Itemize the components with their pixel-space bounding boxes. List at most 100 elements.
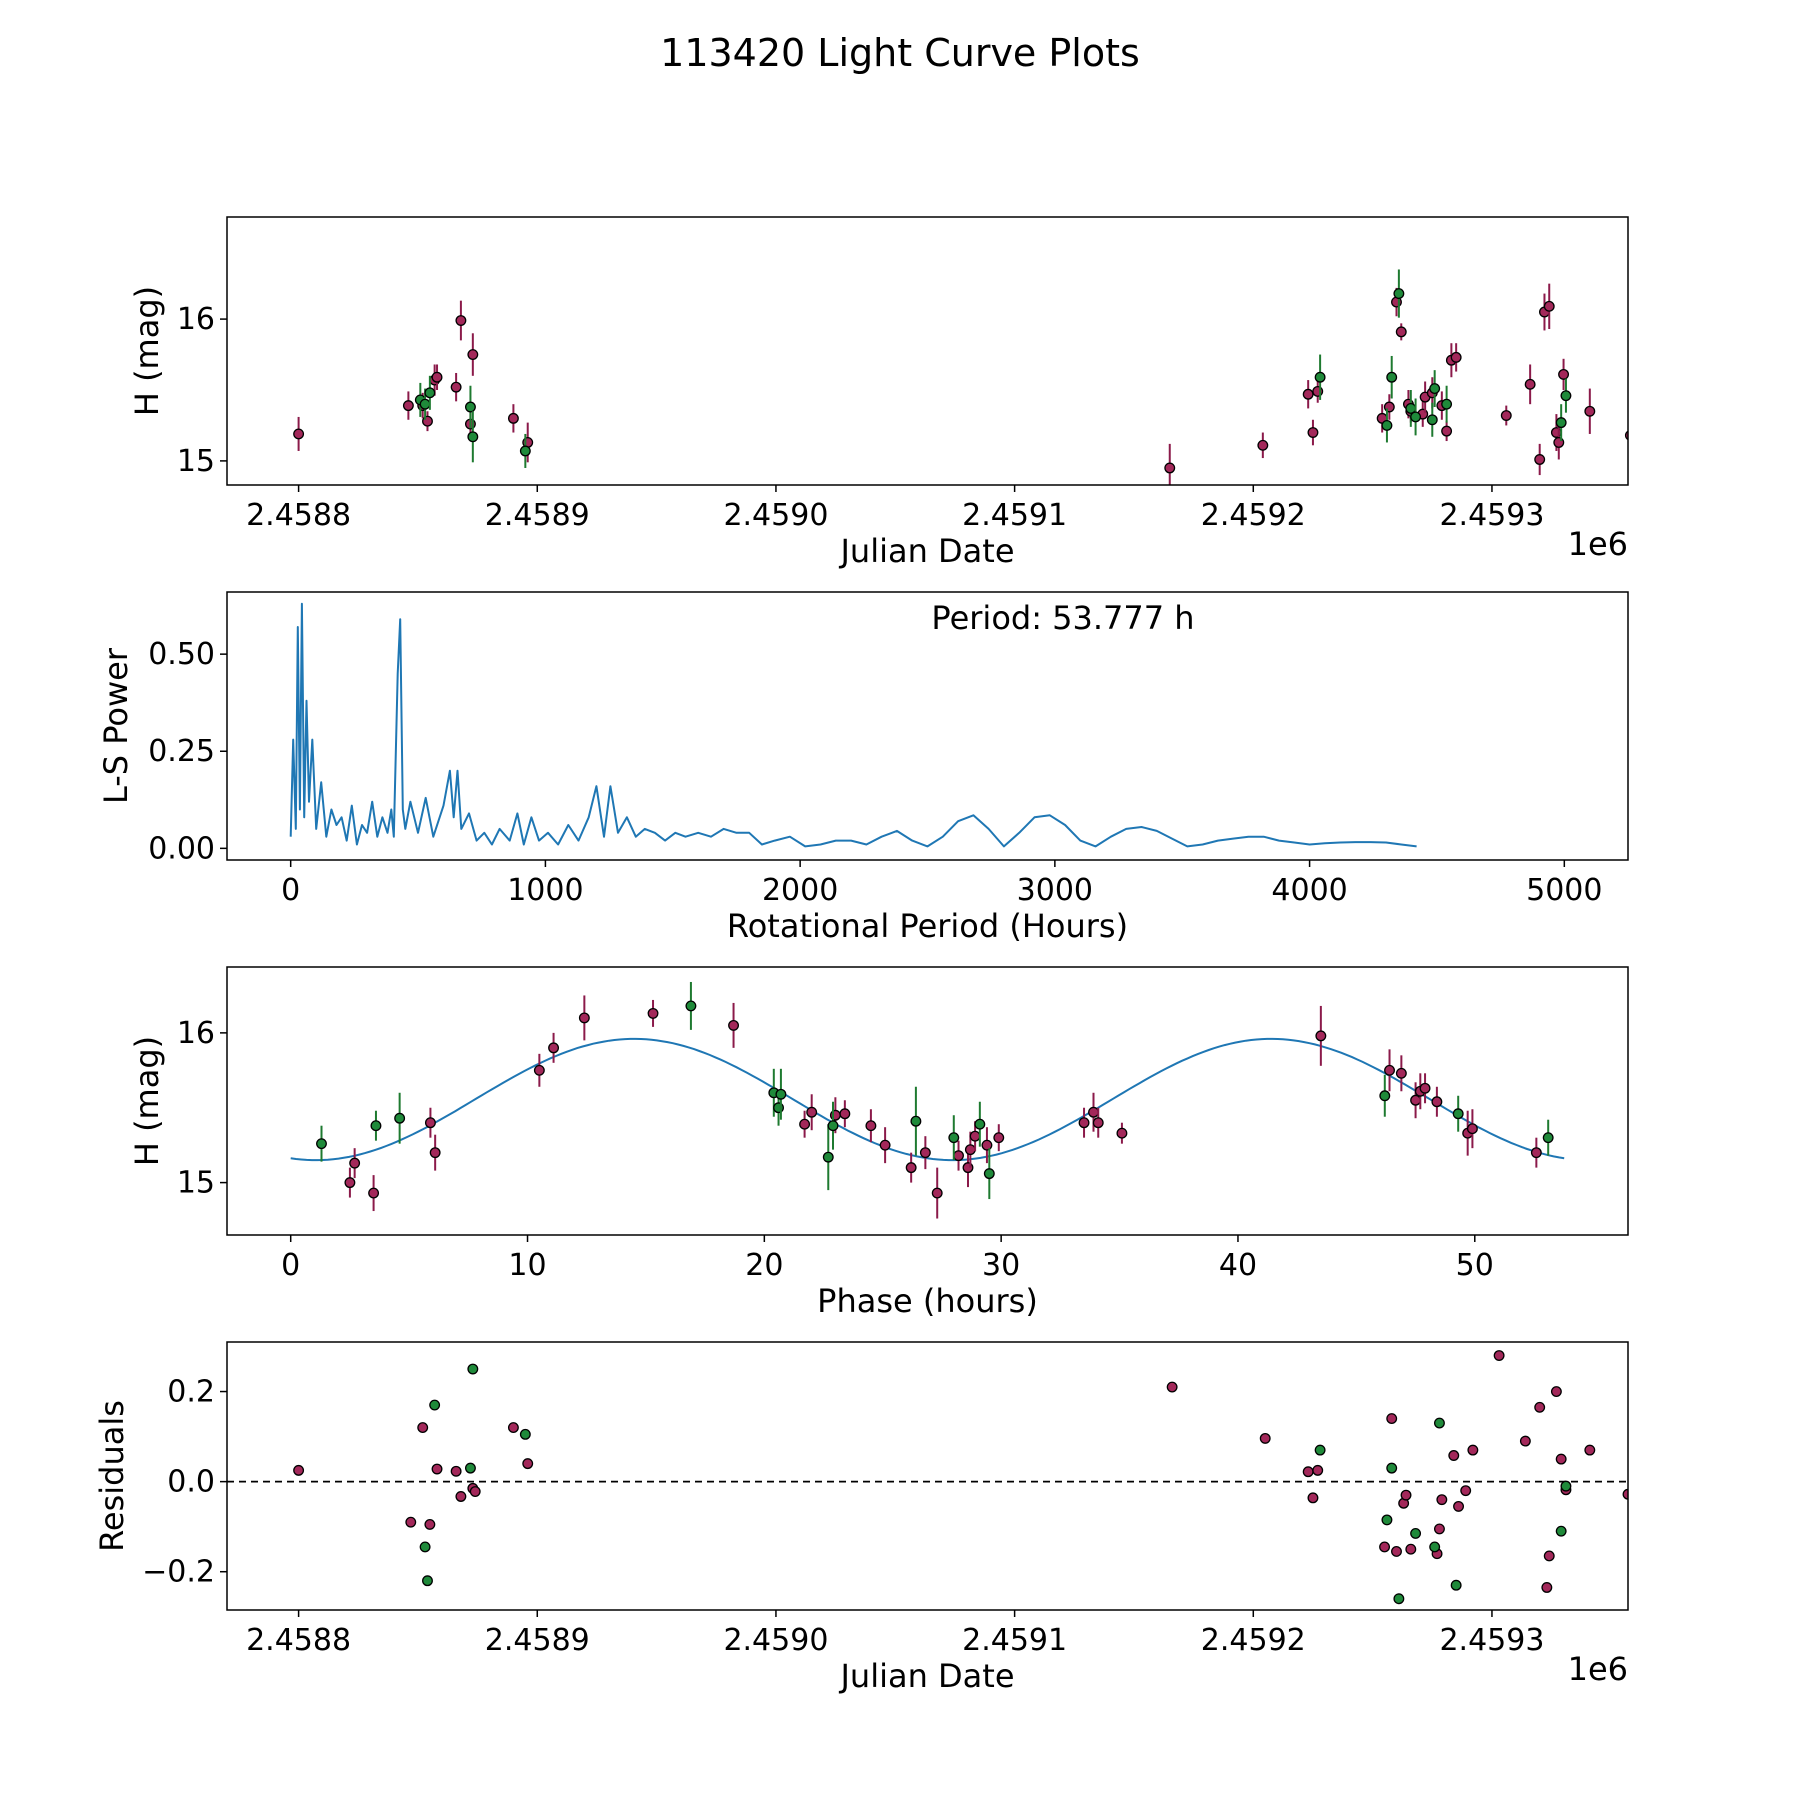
data-point xyxy=(455,1491,467,1502)
x-tick-label: 2000 xyxy=(762,873,838,908)
data-point xyxy=(431,1463,443,1475)
data-point xyxy=(1302,1466,1314,1478)
x-tick-label: 4000 xyxy=(1271,873,1347,908)
lightcurve-panel: 2.4588 2.4589 2.4590 2.4591 2.4592 2.4593 15 16… xyxy=(128,216,1655,570)
data-point xyxy=(1088,1106,1099,1118)
data-point xyxy=(1519,1435,1531,1447)
data-point xyxy=(1448,1450,1460,1461)
data-point xyxy=(455,315,467,326)
x-tick-label: 50 xyxy=(1456,1248,1494,1283)
data-point xyxy=(981,1139,993,1151)
data-point xyxy=(1460,1485,1472,1497)
data-point xyxy=(1393,288,1405,300)
data-point xyxy=(431,371,443,383)
data-point xyxy=(1386,1413,1398,1425)
data-point xyxy=(1541,1582,1553,1593)
data-point xyxy=(1307,427,1319,438)
y-axis-label: H (mag) xyxy=(128,1036,166,1166)
data-point xyxy=(1543,300,1555,312)
x-tick-label: 5000 xyxy=(1526,873,1602,908)
x-tick-label: 0 xyxy=(281,873,300,908)
periodogram-line xyxy=(289,602,1417,848)
data-point xyxy=(647,1007,659,1019)
x-axis-label: Julian Date xyxy=(838,532,1014,570)
data-point xyxy=(533,1064,545,1076)
data-point xyxy=(1584,1444,1596,1456)
plot-area xyxy=(227,1350,1652,1605)
data-point xyxy=(316,1138,327,1150)
data-point xyxy=(405,1516,417,1528)
x-tick-label: 1000 xyxy=(507,873,583,908)
data-point xyxy=(293,428,305,440)
data-point xyxy=(519,1428,531,1440)
data-point xyxy=(839,1108,851,1120)
data-point xyxy=(1645,465,1655,475)
y-axis-label: H (mag) xyxy=(128,286,166,416)
x-axis-label: Phase (hours) xyxy=(817,1282,1038,1320)
data-point xyxy=(1410,411,1422,423)
data-point xyxy=(1550,1386,1562,1397)
data-point xyxy=(1315,1030,1327,1042)
x-tick-label: 30 xyxy=(982,1248,1020,1283)
data-point xyxy=(1467,1444,1479,1456)
data-point xyxy=(548,1042,560,1054)
data-point xyxy=(1431,1096,1443,1108)
x-tick-label: 3000 xyxy=(1017,873,1093,908)
data-point xyxy=(467,431,479,443)
data-point xyxy=(469,1486,481,1497)
data-point xyxy=(1450,351,1462,363)
data-point xyxy=(1092,1117,1104,1129)
data-point xyxy=(1391,1545,1402,1557)
data-point xyxy=(1379,1090,1391,1102)
data-point xyxy=(1384,1064,1395,1076)
x-tick-label: 2.4591 xyxy=(962,1623,1067,1658)
data-point xyxy=(685,1000,697,1012)
data-point xyxy=(1419,1082,1431,1094)
data-point xyxy=(1429,383,1441,395)
data-point xyxy=(1555,417,1567,429)
data-point xyxy=(983,1168,995,1180)
data-point xyxy=(402,400,414,412)
data-point xyxy=(948,1132,960,1144)
y-tick-label: 0.2 xyxy=(167,1375,215,1410)
data-point xyxy=(1395,326,1407,338)
data-point xyxy=(1426,414,1438,426)
data-point xyxy=(1314,1444,1326,1456)
data-point xyxy=(507,412,519,424)
data-point xyxy=(419,1541,431,1553)
data-point xyxy=(417,1422,429,1434)
data-point xyxy=(910,1115,922,1127)
data-point xyxy=(1642,1351,1652,1361)
x-tick-label: 2.4593 xyxy=(1439,1623,1544,1658)
data-point xyxy=(1116,1127,1128,1139)
y-tick-label: 16 xyxy=(177,1016,215,1051)
x-axis-label: Rotational Period (Hours) xyxy=(727,907,1128,945)
data-point xyxy=(1560,390,1572,402)
x-tick-label: 40 xyxy=(1219,1248,1257,1283)
data-point xyxy=(974,1118,986,1130)
data-point xyxy=(424,1518,436,1530)
data-point xyxy=(349,1157,361,1169)
data-point xyxy=(1302,388,1314,400)
data-point xyxy=(424,1117,436,1129)
x-tick-label: 2.4590 xyxy=(723,498,828,533)
figure-title: 113420 Light Curve Plots xyxy=(660,31,1140,75)
data-point xyxy=(1164,462,1176,474)
data-point xyxy=(1259,1432,1271,1444)
data-point xyxy=(799,1118,811,1130)
data-point xyxy=(1410,1527,1422,1539)
data-point xyxy=(1560,1480,1572,1492)
data-point xyxy=(1436,1494,1448,1506)
data-point xyxy=(1410,1094,1422,1106)
data-point xyxy=(1429,1541,1441,1553)
data-point xyxy=(1453,1500,1464,1512)
y-tick-label: −0.2 xyxy=(142,1555,215,1590)
data-point xyxy=(931,1187,943,1199)
plot-area xyxy=(293,269,1655,485)
x-tick-label: 10 xyxy=(508,1248,546,1283)
y-axis-label: Residuals xyxy=(93,1400,131,1552)
data-point xyxy=(450,381,462,393)
x-tick-label: 2.4589 xyxy=(485,498,590,533)
data-point xyxy=(827,1120,839,1132)
data-point xyxy=(467,349,479,360)
